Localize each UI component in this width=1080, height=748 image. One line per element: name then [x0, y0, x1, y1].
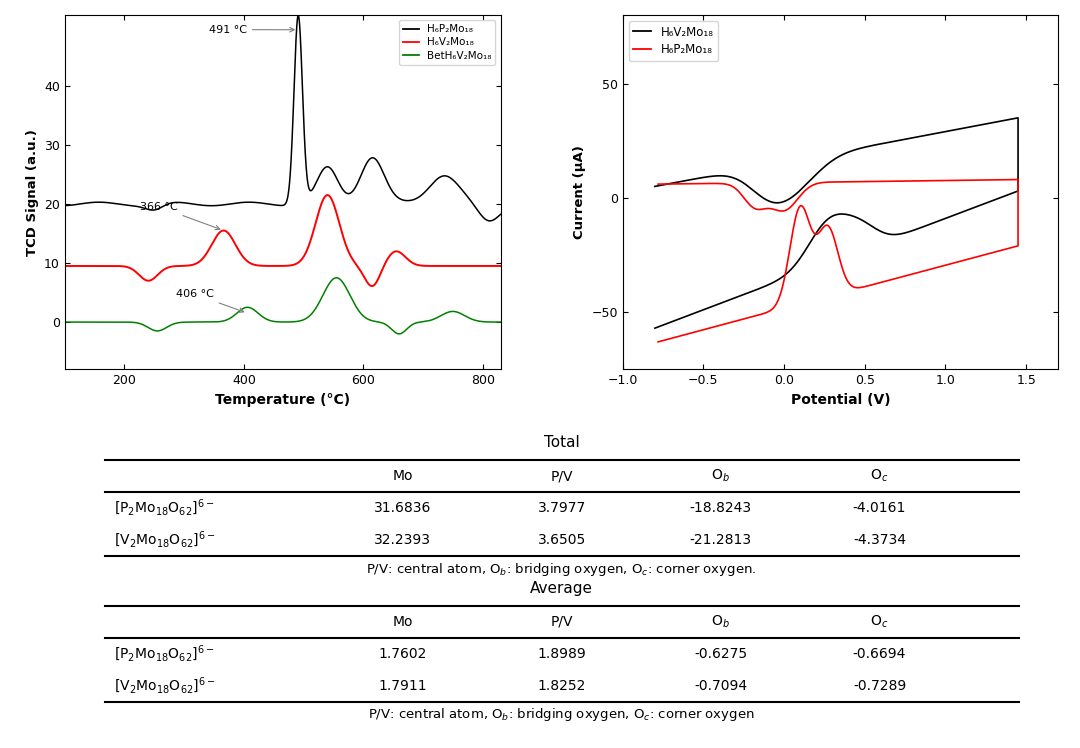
Legend: H₆P₂Mo₁₈, H₆V₂Mo₁₈, BetH₆V₂Mo₁₈: H₆P₂Mo₁₈, H₆V₂Mo₁₈, BetH₆V₂Mo₁₈	[399, 20, 496, 65]
Text: -0.6275: -0.6275	[694, 647, 747, 661]
Text: 32.2393: 32.2393	[374, 533, 431, 547]
Text: 3.7977: 3.7977	[538, 501, 585, 515]
Text: -21.2813: -21.2813	[689, 533, 752, 547]
Legend: H₆V₂Mo₁₈, H₆P₂Mo₁₈: H₆V₂Mo₁₈, H₆P₂Mo₁₈	[629, 21, 718, 61]
Text: 31.6836: 31.6836	[374, 501, 431, 515]
Text: 1.7911: 1.7911	[378, 679, 427, 693]
X-axis label: Potential (V): Potential (V)	[791, 393, 890, 407]
Text: O$_c$: O$_c$	[870, 613, 889, 630]
Text: -18.8243: -18.8243	[689, 501, 752, 515]
Text: 1.8989: 1.8989	[537, 647, 586, 661]
Text: Mo: Mo	[392, 615, 413, 629]
Text: -0.7289: -0.7289	[853, 679, 906, 693]
Text: 491 °C: 491 °C	[208, 25, 294, 34]
X-axis label: Temperature (°C): Temperature (°C)	[215, 393, 350, 407]
Text: O$_b$: O$_b$	[712, 613, 730, 630]
Text: -4.3734: -4.3734	[853, 533, 906, 547]
Text: P/V: central atom, O$_b$: bridging oxygen, O$_c$: corner oxygen: P/V: central atom, O$_b$: bridging oxyge…	[368, 706, 755, 723]
Y-axis label: TCD Signal (a.u.): TCD Signal (a.u.)	[26, 129, 39, 256]
Text: Total: Total	[543, 435, 580, 450]
Text: P/V: P/V	[551, 469, 572, 483]
Text: Mo: Mo	[392, 469, 413, 483]
Text: 406 °C: 406 °C	[176, 289, 244, 313]
Text: P/V: P/V	[551, 615, 572, 629]
Text: 1.8252: 1.8252	[538, 679, 585, 693]
Y-axis label: Current (μA): Current (μA)	[572, 145, 585, 239]
Text: -4.0161: -4.0161	[853, 501, 906, 515]
Text: 366 °C: 366 °C	[140, 202, 220, 230]
Text: [P$_2$Mo$_{18}$O$_{62}$]$^{6-}$: [P$_2$Mo$_{18}$O$_{62}$]$^{6-}$	[114, 644, 215, 664]
Text: [V$_2$Mo$_{18}$O$_{62}$]$^{6-}$: [V$_2$Mo$_{18}$O$_{62}$]$^{6-}$	[114, 676, 216, 696]
Text: 3.6505: 3.6505	[538, 533, 585, 547]
Text: -0.7094: -0.7094	[694, 679, 747, 693]
Text: -0.6694: -0.6694	[853, 647, 906, 661]
Text: Average: Average	[530, 580, 593, 595]
Text: O$_b$: O$_b$	[712, 468, 730, 484]
Text: 1.7602: 1.7602	[378, 647, 427, 661]
Text: [V$_2$Mo$_{18}$O$_{62}$]$^{6-}$: [V$_2$Mo$_{18}$O$_{62}$]$^{6-}$	[114, 530, 216, 551]
Text: P/V: central atom, O$_b$: bridging oxygen, O$_c$: corner oxygen.: P/V: central atom, O$_b$: bridging oxyge…	[366, 560, 757, 577]
Text: [P$_2$Mo$_{18}$O$_{62}$]$^{6-}$: [P$_2$Mo$_{18}$O$_{62}$]$^{6-}$	[114, 498, 215, 518]
Text: O$_c$: O$_c$	[870, 468, 889, 484]
